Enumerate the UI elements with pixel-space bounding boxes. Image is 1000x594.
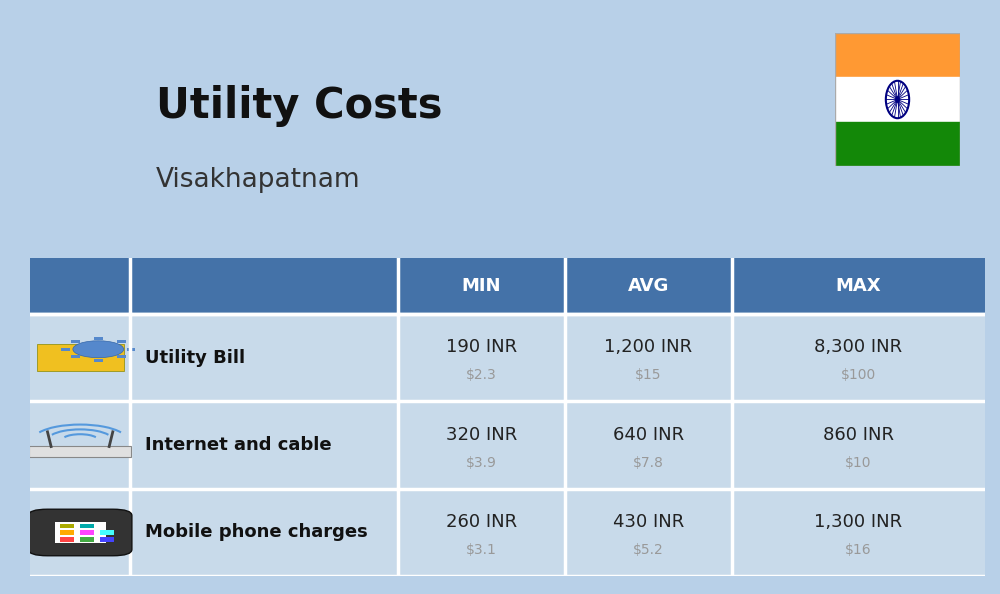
Text: 860 INR: 860 INR bbox=[823, 426, 894, 444]
Text: $3.9: $3.9 bbox=[466, 456, 497, 470]
Text: 430 INR: 430 INR bbox=[613, 513, 684, 531]
Circle shape bbox=[896, 97, 899, 102]
Circle shape bbox=[73, 341, 124, 358]
Text: 1,200 INR: 1,200 INR bbox=[604, 338, 692, 356]
Text: 320 INR: 320 INR bbox=[446, 426, 517, 444]
Text: $5.2: $5.2 bbox=[633, 543, 664, 557]
Bar bbox=[55, 522, 106, 544]
Bar bbox=[30, 258, 398, 314]
Bar bbox=[80, 530, 94, 535]
Bar bbox=[565, 258, 732, 314]
Bar bbox=[835, 77, 960, 122]
Bar bbox=[835, 122, 960, 166]
Text: 190 INR: 190 INR bbox=[446, 338, 517, 356]
Text: $15: $15 bbox=[635, 368, 662, 382]
Bar bbox=[127, 348, 135, 350]
Text: MAX: MAX bbox=[836, 277, 881, 295]
Bar bbox=[835, 33, 960, 77]
Bar bbox=[29, 446, 131, 457]
Bar bbox=[61, 348, 70, 350]
Text: 640 INR: 640 INR bbox=[613, 426, 684, 444]
Text: $3.1: $3.1 bbox=[466, 543, 497, 557]
FancyBboxPatch shape bbox=[28, 509, 132, 556]
Text: Utility Costs: Utility Costs bbox=[156, 85, 442, 127]
Text: Visakhapatnam: Visakhapatnam bbox=[156, 168, 361, 193]
Text: 260 INR: 260 INR bbox=[446, 513, 517, 531]
Text: $16: $16 bbox=[845, 543, 872, 557]
Bar bbox=[71, 340, 80, 343]
Bar bbox=[732, 258, 985, 314]
Text: Utility Bill: Utility Bill bbox=[145, 349, 245, 366]
Text: Mobile phone charges: Mobile phone charges bbox=[145, 523, 367, 542]
Text: 8,300 INR: 8,300 INR bbox=[814, 338, 903, 356]
Bar bbox=[30, 402, 985, 489]
Bar bbox=[100, 537, 114, 542]
Bar bbox=[71, 355, 80, 358]
Bar bbox=[37, 345, 124, 371]
Bar bbox=[80, 524, 94, 528]
Bar bbox=[94, 359, 103, 362]
Bar bbox=[117, 340, 126, 343]
Text: Internet and cable: Internet and cable bbox=[145, 436, 331, 454]
Text: $2.3: $2.3 bbox=[466, 368, 497, 382]
Text: 1,300 INR: 1,300 INR bbox=[814, 513, 903, 531]
Bar bbox=[80, 537, 94, 542]
Bar bbox=[117, 355, 126, 358]
Text: MIN: MIN bbox=[461, 277, 501, 295]
Text: $10: $10 bbox=[845, 456, 872, 470]
Bar bbox=[30, 489, 985, 576]
Text: $100: $100 bbox=[841, 368, 876, 382]
Bar bbox=[60, 524, 74, 528]
Text: AVG: AVG bbox=[628, 277, 669, 295]
Bar bbox=[100, 530, 114, 535]
Bar bbox=[30, 314, 985, 402]
Bar bbox=[94, 337, 103, 340]
Bar bbox=[60, 530, 74, 535]
Text: $7.8: $7.8 bbox=[633, 456, 664, 470]
Bar bbox=[398, 258, 565, 314]
Bar bbox=[60, 537, 74, 542]
